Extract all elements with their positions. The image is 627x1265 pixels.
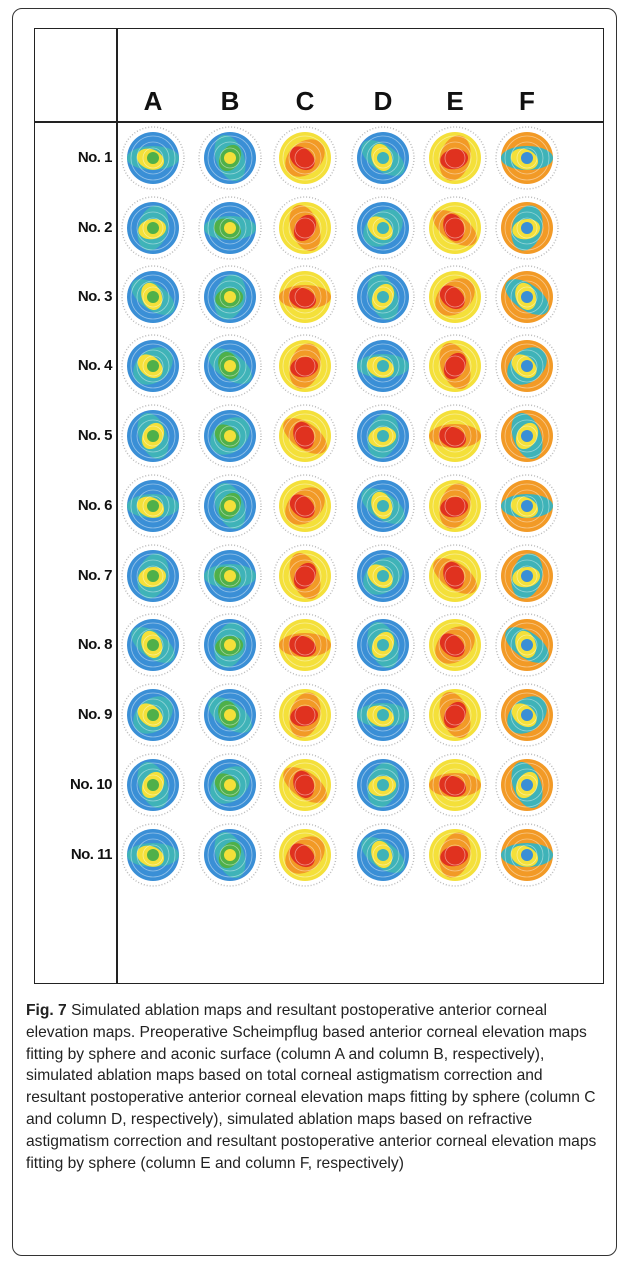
elevation-map-f-10 [495, 753, 559, 817]
elevation-map-a-6 [121, 474, 185, 538]
elevation-map-d-11 [351, 823, 415, 887]
elevation-map-e-6 [423, 474, 487, 538]
elevation-map-b-2 [198, 196, 262, 260]
elevation-map-f-3 [495, 265, 559, 329]
elevation-map-b-5 [198, 404, 262, 468]
elevation-map-c-2 [273, 196, 337, 260]
column-header-b: B [220, 86, 240, 116]
elevation-map-d-4 [351, 334, 415, 398]
elevation-map-c-6 [273, 474, 337, 538]
elevation-map-d-10 [351, 753, 415, 817]
elevation-map-d-2 [351, 196, 415, 260]
elevation-map-c-9 [273, 683, 337, 747]
elevation-map-d-7 [351, 544, 415, 608]
elevation-map-c-5 [273, 404, 337, 468]
elevation-map-a-8 [121, 613, 185, 677]
row-label-5: No. 5 [77, 427, 113, 444]
row-label-11: No. 11 [70, 846, 113, 863]
elevation-map-d-3 [351, 265, 415, 329]
row-label-6: No. 6 [77, 497, 113, 514]
elevation-map-f-8 [495, 613, 559, 677]
elevation-map-e-8 [423, 613, 487, 677]
elevation-map-e-5 [423, 404, 487, 468]
row-label-8: No. 8 [77, 636, 113, 653]
elevation-map-f-6 [495, 474, 559, 538]
elevation-map-d-5 [351, 404, 415, 468]
elevation-map-e-7 [423, 544, 487, 608]
column-header-e: E [446, 86, 464, 116]
elevation-map-a-2 [121, 196, 185, 260]
row-label-7: No. 7 [77, 567, 113, 584]
elevation-map-b-7 [198, 544, 262, 608]
column-header-a: A [143, 86, 163, 116]
row-label-9: No. 9 [77, 706, 113, 723]
figure-caption: Fig. 7 Simulated ablation maps and resul… [26, 1000, 606, 1174]
elevation-map-a-4 [121, 334, 185, 398]
elevation-map-c-3 [273, 265, 337, 329]
elevation-map-d-1 [351, 126, 415, 190]
elevation-map-d-8 [351, 613, 415, 677]
elevation-map-a-11 [121, 823, 185, 887]
row-label-10: No. 10 [69, 776, 113, 793]
row-label-divider [116, 28, 118, 984]
elevation-map-a-5 [121, 404, 185, 468]
elevation-map-b-4 [198, 334, 262, 398]
column-header-c: C [295, 86, 315, 116]
elevation-map-e-4 [423, 334, 487, 398]
caption-label: Fig. 7 [26, 1002, 67, 1019]
row-label-4: No. 4 [77, 357, 113, 374]
elevation-map-a-1 [121, 126, 185, 190]
elevation-map-a-10 [121, 753, 185, 817]
elevation-map-f-5 [495, 404, 559, 468]
row-label-1: No. 1 [77, 149, 113, 166]
elevation-map-b-9 [198, 683, 262, 747]
row-label-2: No. 2 [77, 219, 113, 236]
elevation-map-b-10 [198, 753, 262, 817]
elevation-map-b-11 [198, 823, 262, 887]
elevation-map-b-8 [198, 613, 262, 677]
elevation-map-e-10 [423, 753, 487, 817]
elevation-map-c-8 [273, 613, 337, 677]
elevation-map-e-1 [423, 126, 487, 190]
elevation-map-e-3 [423, 265, 487, 329]
elevation-map-f-1 [495, 126, 559, 190]
elevation-map-f-7 [495, 544, 559, 608]
elevation-map-f-2 [495, 196, 559, 260]
elevation-map-d-9 [351, 683, 415, 747]
elevation-map-c-11 [273, 823, 337, 887]
figure-frame [12, 8, 617, 1256]
figure-grid [34, 28, 604, 984]
elevation-map-c-1 [273, 126, 337, 190]
elevation-map-c-4 [273, 334, 337, 398]
elevation-map-e-2 [423, 196, 487, 260]
elevation-map-b-6 [198, 474, 262, 538]
elevation-map-a-3 [121, 265, 185, 329]
elevation-map-f-4 [495, 334, 559, 398]
row-label-3: No. 3 [77, 288, 113, 305]
elevation-map-c-7 [273, 544, 337, 608]
elevation-map-e-11 [423, 823, 487, 887]
elevation-map-b-3 [198, 265, 262, 329]
elevation-map-e-9 [423, 683, 487, 747]
column-header-d: D [373, 86, 393, 116]
elevation-map-b-1 [198, 126, 262, 190]
elevation-map-f-11 [495, 823, 559, 887]
elevation-map-f-9 [495, 683, 559, 747]
column-header-divider [34, 121, 604, 123]
caption-text: Simulated ablation maps and resultant po… [26, 1002, 597, 1172]
column-header-f: F [519, 86, 535, 116]
elevation-map-a-7 [121, 544, 185, 608]
elevation-map-a-9 [121, 683, 185, 747]
elevation-map-c-10 [273, 753, 337, 817]
elevation-map-d-6 [351, 474, 415, 538]
